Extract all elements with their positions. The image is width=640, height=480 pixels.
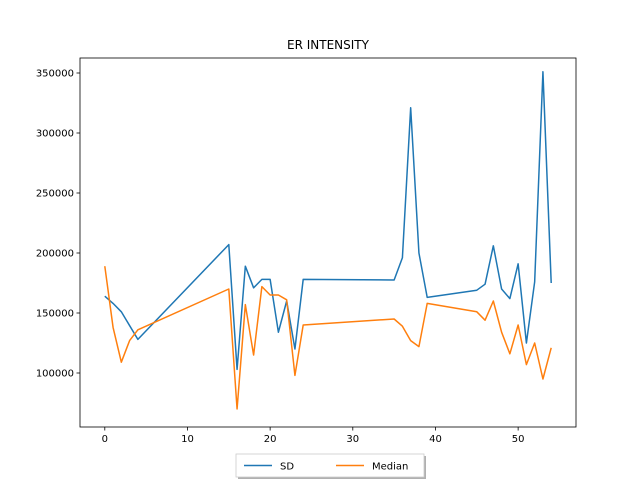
series-line-median — [104, 266, 552, 410]
x-tick-label: 30 — [346, 434, 359, 445]
y-tick-label: 100000 — [36, 369, 74, 380]
x-tick-label: 10 — [181, 434, 194, 445]
series-line-sd — [104, 71, 552, 371]
y-tick-label: 350000 — [36, 69, 74, 80]
x-tick-label: 40 — [429, 434, 442, 445]
y-tick-label: 250000 — [36, 189, 74, 200]
legend: SD Median — [235, 453, 426, 479]
series-layer — [104, 71, 552, 410]
y-tick-label: 150000 — [36, 309, 74, 320]
legend-label-sd: SD — [280, 462, 294, 473]
x-tick-label: 50 — [512, 434, 525, 445]
x-tick-label: 20 — [264, 434, 277, 445]
chart-title: ER INTENSITY — [287, 38, 370, 52]
y-axis: 100000 150000 200000 250000 300000 350000 — [36, 69, 80, 380]
legend-box — [235, 453, 425, 478]
plot-frame — [79, 57, 577, 428]
x-tick-label: 0 — [102, 434, 108, 445]
x-axis: 0 10 20 30 40 50 — [102, 427, 525, 445]
y-tick-label: 300000 — [36, 129, 74, 140]
y-tick-label: 200000 — [36, 249, 74, 260]
legend-label-median: Median — [372, 462, 408, 473]
